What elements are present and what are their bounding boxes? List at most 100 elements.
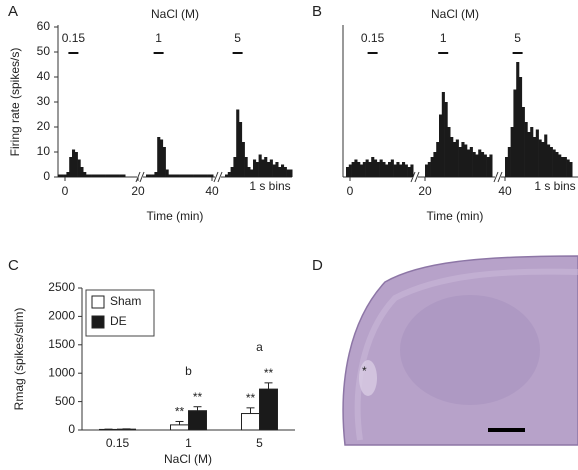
group-mark: b [185,364,192,378]
tissue [342,255,578,446]
bin-bar [453,142,457,177]
y-tick-label: 0 [68,422,75,436]
bin-bar [66,172,70,177]
stimulus-label: 1 [440,31,447,45]
bin-bar [410,164,414,177]
bin-bar [261,159,265,177]
bin-bar [151,174,155,177]
bin-bar [458,147,462,177]
bin-bar [94,174,98,177]
bin-bar [250,169,254,177]
bin-bar [182,174,186,177]
bin-bar [196,174,200,177]
significance-mark: ** [264,366,274,380]
x-tick-label: 20 [418,184,432,198]
bin-bar [60,174,64,177]
bin-bar [80,167,84,177]
bin-bar [154,172,158,177]
axis-break [414,171,420,183]
bin-bar [374,159,378,177]
x-tick-label: 40 [498,184,512,198]
bin-bar [119,174,123,177]
bin-bar [267,162,271,177]
bin-bar [162,147,166,177]
stimulus-label: 1 [155,31,162,45]
stimulus-label: 5 [514,31,521,45]
panel-label: C [8,257,19,274]
bin-bar [544,134,548,177]
bin-bar [371,157,375,177]
bin-bar [255,162,259,177]
bin-bar [379,159,383,177]
bin-bar [204,174,208,177]
bin-bar [521,107,525,177]
bin-bar [547,144,551,177]
bin-bar [433,152,437,177]
x-tick-label: 1 [185,436,192,450]
bin-bar [447,127,451,177]
bin-bar [533,137,537,177]
bin-bar [563,157,567,177]
bin-bar [86,174,90,177]
axis-break-gap [495,172,501,182]
y-tick-label: 500 [55,394,75,408]
stimulus-label: 0.15 [361,31,385,45]
bin-bar [530,127,534,177]
y-tick-label: 20 [37,119,51,133]
bin-bar [385,164,389,177]
bin-bar [464,144,468,177]
bin-bar [399,164,403,177]
legend-label: DE [110,314,127,328]
bin-bar [69,157,73,177]
bin-bar [283,167,287,177]
bin-bar [365,159,369,177]
bin-bar [207,174,211,177]
x-axis-label: Time (min) [427,209,484,223]
bin-bar [88,174,92,177]
bin-bar [239,122,243,177]
legend-label: Sham [110,294,141,308]
axis-break-gap [412,172,418,182]
bin-bar [157,137,161,177]
bin-bar [538,139,542,177]
bin-bar [160,139,164,177]
bin-bar [272,164,276,177]
axis-break [217,171,223,183]
y-tick-label: 10 [37,144,51,158]
bin-bar [535,129,539,177]
bin-bar [278,167,282,177]
bin-bar [566,159,570,177]
x-tick-label: 0 [62,184,69,198]
bin-bar [116,174,120,177]
bin-bar [404,164,408,177]
bin-bar [97,174,101,177]
bin-bar [561,157,565,177]
histology-image: * [342,255,578,446]
chart-title: NaCl (M) [151,7,199,21]
bin-bar [188,174,192,177]
bin-bar [244,157,248,177]
axis-break [139,171,145,183]
stimulus-label: 0.15 [62,31,86,45]
bin-bar [351,162,355,177]
bin-bar [461,142,465,177]
bin-bar [348,164,352,177]
bin-bar [524,122,528,177]
bin-bar [507,147,511,177]
bin-bar [264,157,268,177]
y-tick-label: 40 [37,69,51,83]
bin-bar [102,174,106,177]
bin-bar [354,159,358,177]
bin-bar [225,174,229,177]
bin-bar [199,174,203,177]
bin-bar [185,174,189,177]
bin-bar [510,127,514,177]
chart-title: NaCl (M) [431,7,479,21]
bin-bar [427,162,431,177]
bin-bar [230,167,234,177]
bar [188,410,207,431]
stimulus-label: 5 [234,31,241,45]
bin-bar [202,174,206,177]
bin-bar [168,174,172,177]
bin-bar [467,149,471,177]
